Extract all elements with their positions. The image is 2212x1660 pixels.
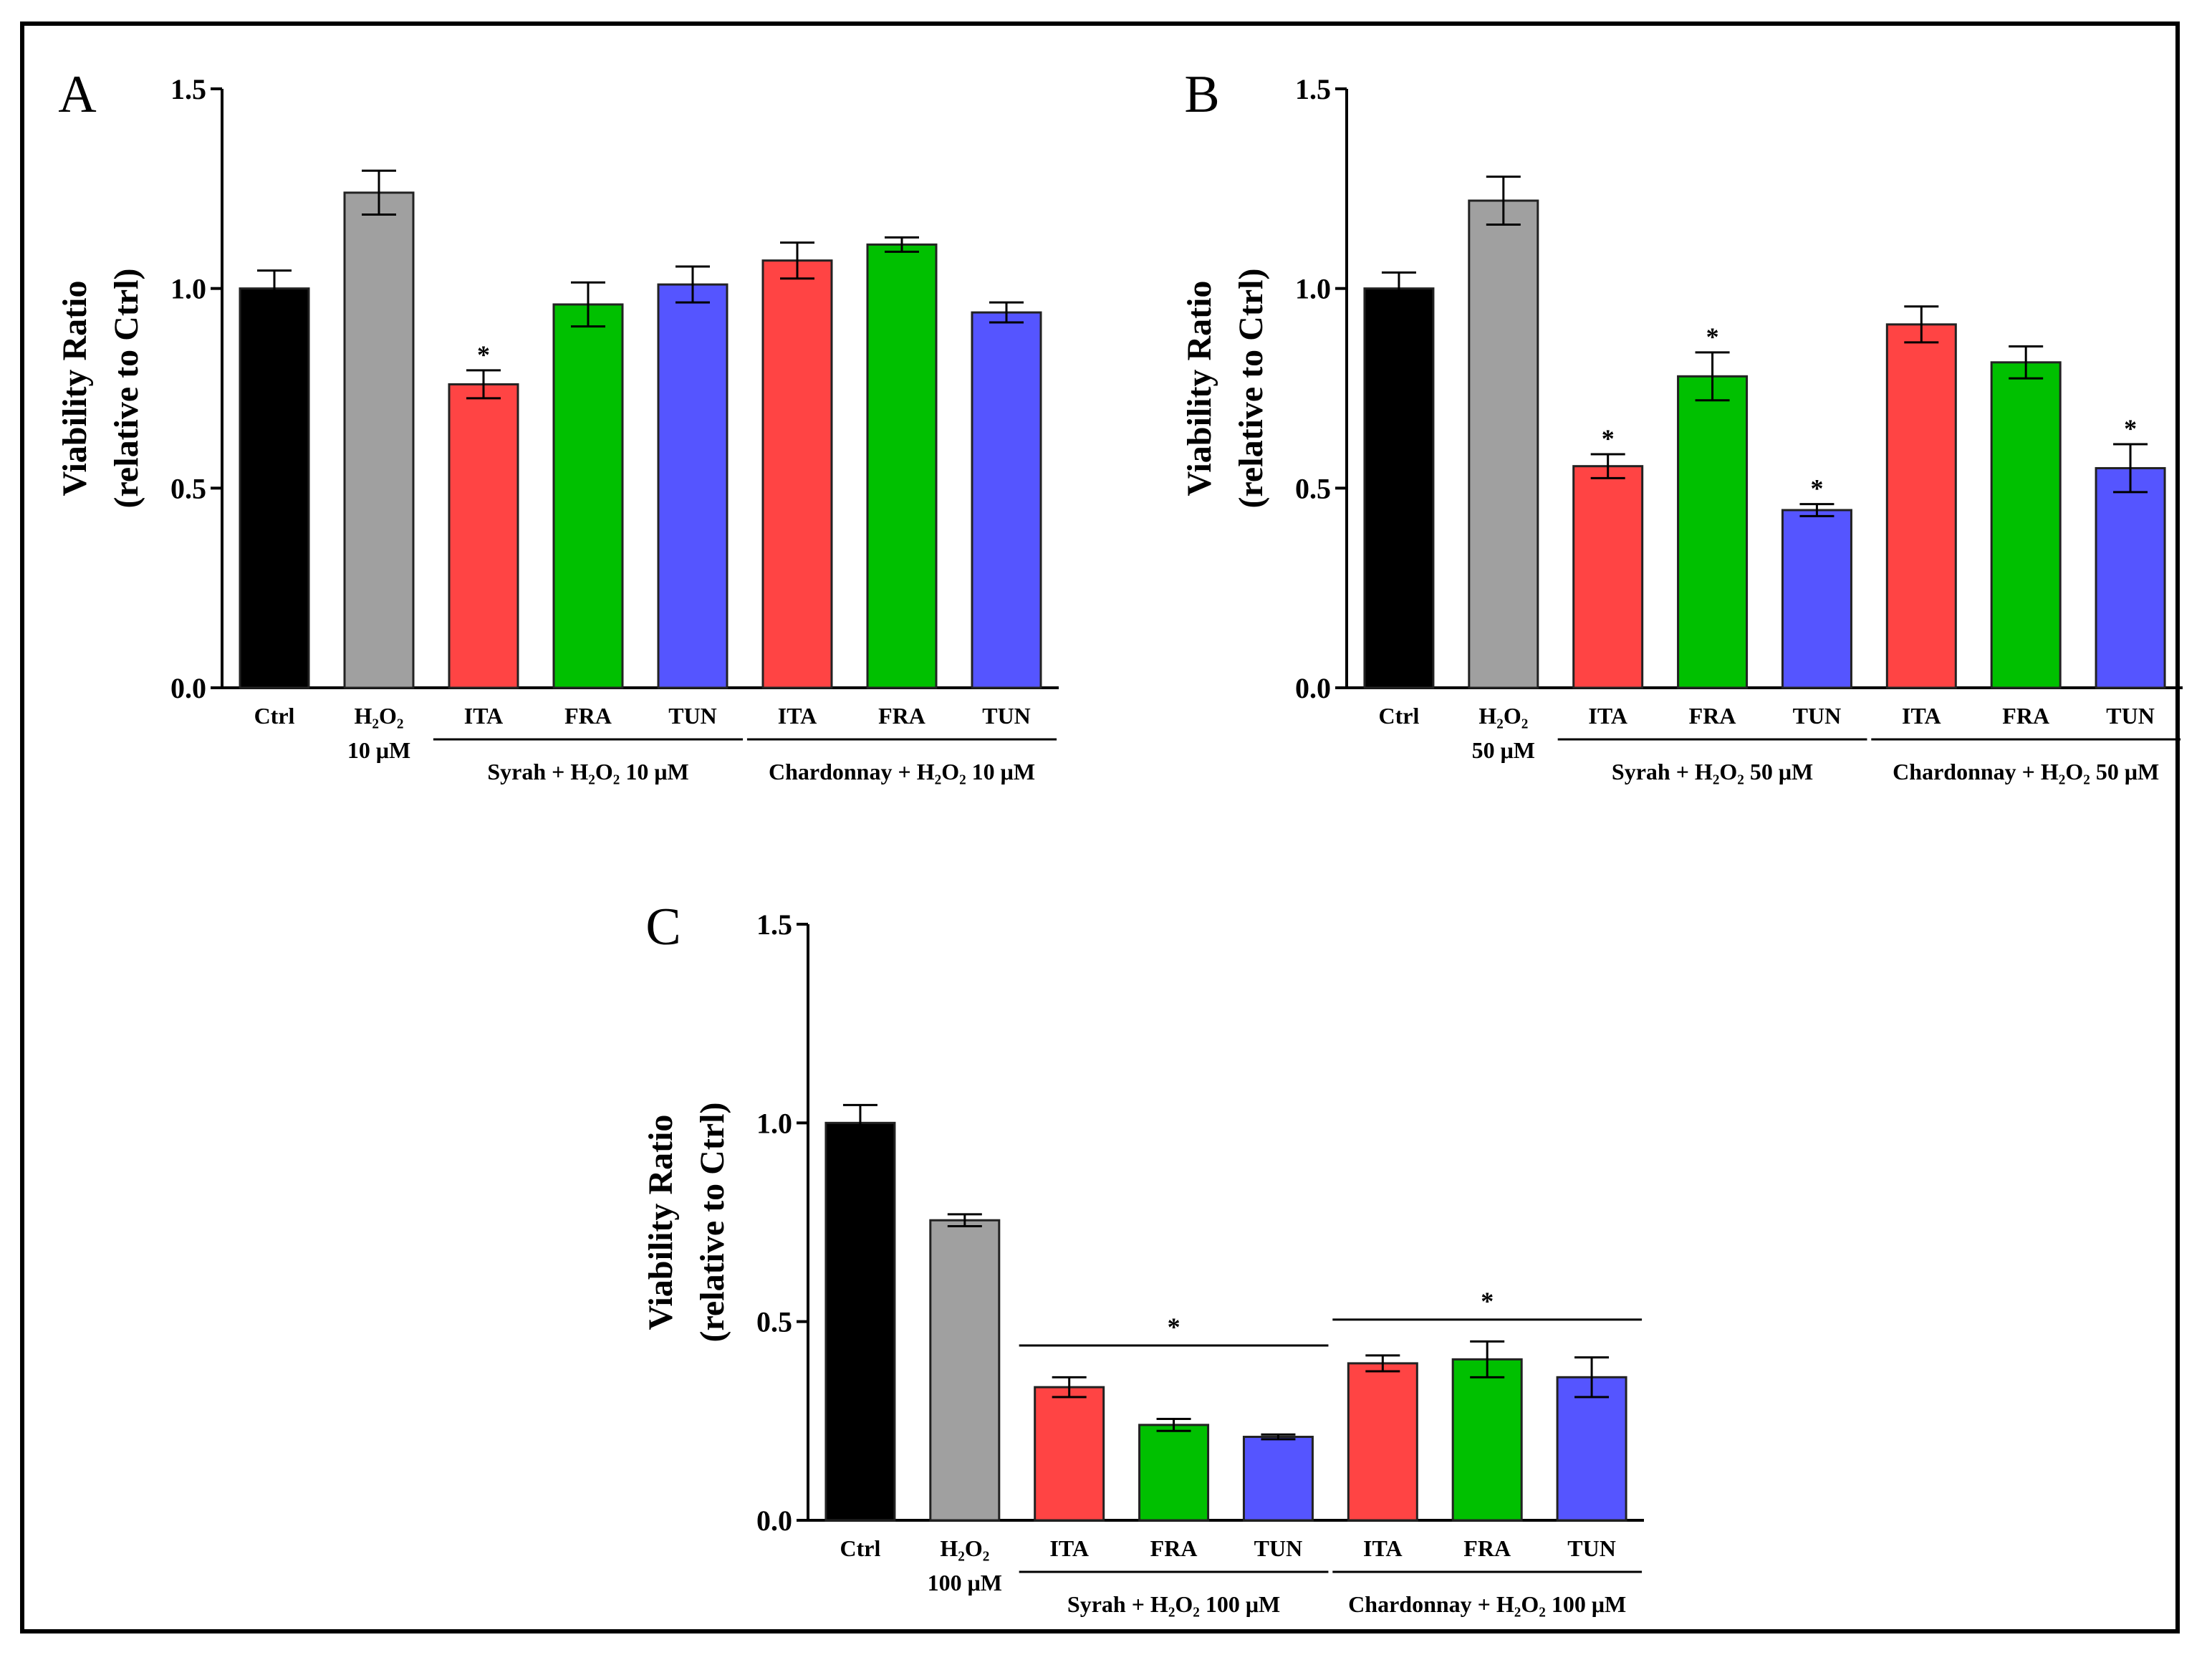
bar-1 [343,191,415,689]
x-tick-label-6: FRA [878,703,925,729]
x-tick-label-sub-1: 10 μM [347,737,410,763]
group-label-0: Syrah + H₂O₂ 100 μM [1067,1591,1280,1617]
bar-1 [929,1219,1001,1522]
bar-6 [1990,361,2062,689]
x-tick-label-4: TUN [668,703,717,729]
x-tick-label-4: TUN [1793,703,1842,729]
y-tick-label: 1.5 [1295,73,1331,105]
x-tick-label-6: FRA [1463,1535,1511,1561]
x-tick-label-1: H₂O₂ [940,1535,989,1561]
y-axis-label-sub: (relative to Ctrl) [107,269,145,509]
x-tick-label-5: ITA [1363,1535,1403,1561]
bar-0 [824,1121,896,1522]
bar-7 [2095,466,2166,689]
group-label-1: Chardonnay + H₂O₂ 100 μM [1348,1591,1626,1617]
bar-3 [1138,1424,1210,1522]
chart-panel-a: A 0.0 0.5 1.0 1.5 Viability Ratio (relative to… [56,65,1059,785]
y-tick-label: 0.5 [1295,472,1331,504]
y-tick-label: 0.0 [756,1505,792,1537]
x-tick-label-3: FRA [1150,1535,1198,1561]
chart-panel-b: B 0.0 0.5 1.0 1.5 Viability Ratio (relative to… [1180,65,2183,785]
x-tick-label-6: FRA [2002,703,2049,729]
bar-7 [971,311,1042,689]
bar-2 [1572,465,1644,689]
panel-letter: C [645,898,681,956]
x-tick-label-0: Ctrl [840,1535,881,1561]
group-label-0: Syrah + H₂O₂ 10 μM [487,759,688,785]
figure-frame [20,21,2180,1633]
panel-letter: B [1184,65,1219,124]
bar-3 [1677,375,1749,689]
significance-mark-7: * [2124,414,2137,443]
y-axis-label-sub: (relative to Ctrl) [1232,269,1270,509]
group-label-0: Syrah + H₂O₂ 50 μM [1612,759,1813,785]
bar-5 [1347,1362,1418,1522]
group-significance-mark-0: * [1168,1313,1180,1341]
x-tick-label-2: ITA [1588,703,1627,729]
y-tick-label: 0.5 [170,472,206,504]
x-tick-label-4: TUN [1254,1535,1303,1561]
bar-2 [1034,1386,1105,1522]
bar-6 [866,243,938,689]
significance-mark-4: * [1810,474,1823,503]
bar-0 [1363,287,1435,689]
y-tick-label: 1.5 [756,908,792,941]
y-tick-label: 1.0 [1295,273,1331,305]
x-tick-label-0: Ctrl [1379,703,1420,729]
y-tick-label: 0.0 [170,672,206,704]
group-label-1: Chardonnay + H₂O₂ 50 μM [1893,759,2159,785]
x-tick-label-5: ITA [778,703,817,729]
y-tick-label: 1.0 [756,1107,792,1139]
x-tick-label-3: FRA [1689,703,1736,729]
x-tick-label-1: H₂O₂ [355,703,404,729]
bar-3 [552,303,624,689]
significance-mark-2: * [1602,424,1615,453]
x-tick-label-1: H₂O₂ [1478,703,1528,729]
y-axis-label: Viability Ratio [1180,281,1218,496]
x-tick-label-3: FRA [564,703,612,729]
group-significance-mark-1: * [1481,1287,1494,1315]
panel-letter: A [58,65,96,124]
y-tick-label: 1.0 [170,273,206,305]
y-axis-label: Viability Ratio [642,1115,680,1330]
x-tick-label-sub-1: 50 μM [1472,737,1535,763]
x-tick-label-5: ITA [1902,703,1941,729]
x-tick-label-7: TUN [982,703,1031,729]
significance-mark-3: * [1706,322,1719,351]
x-tick-label-2: ITA [1049,1535,1089,1561]
y-tick-label: 1.5 [170,73,206,105]
chart-panel-c: C 0.0 0.5 1.0 1.5 Viability Ratio (relative to… [642,898,1644,1617]
group-label-1: Chardonnay + H₂O₂ 10 μM [769,759,1035,785]
bar-1 [1468,199,1539,689]
x-tick-label-sub-1: 100 μM [928,1570,1002,1596]
bar-6 [1451,1358,1523,1522]
y-tick-label: 0.5 [756,1306,792,1338]
bar-2 [448,383,519,689]
bar-7 [1556,1376,1627,1522]
bar-4 [1242,1436,1314,1522]
bar-0 [239,287,310,689]
y-axis-label-sub: (relative to Ctrl) [693,1103,731,1343]
bar-5 [1885,323,1957,689]
x-tick-label-7: TUN [2106,703,2155,729]
x-tick-label-7: TUN [1567,1535,1616,1561]
bar-4 [1781,509,1852,689]
y-tick-label: 0.0 [1295,672,1331,704]
significance-mark-2: * [477,340,490,369]
x-tick-label-0: Ctrl [254,703,295,729]
bar-4 [657,283,728,689]
x-tick-label-2: ITA [464,703,504,729]
y-axis-label: Viability Ratio [56,281,94,496]
bar-5 [761,259,833,689]
